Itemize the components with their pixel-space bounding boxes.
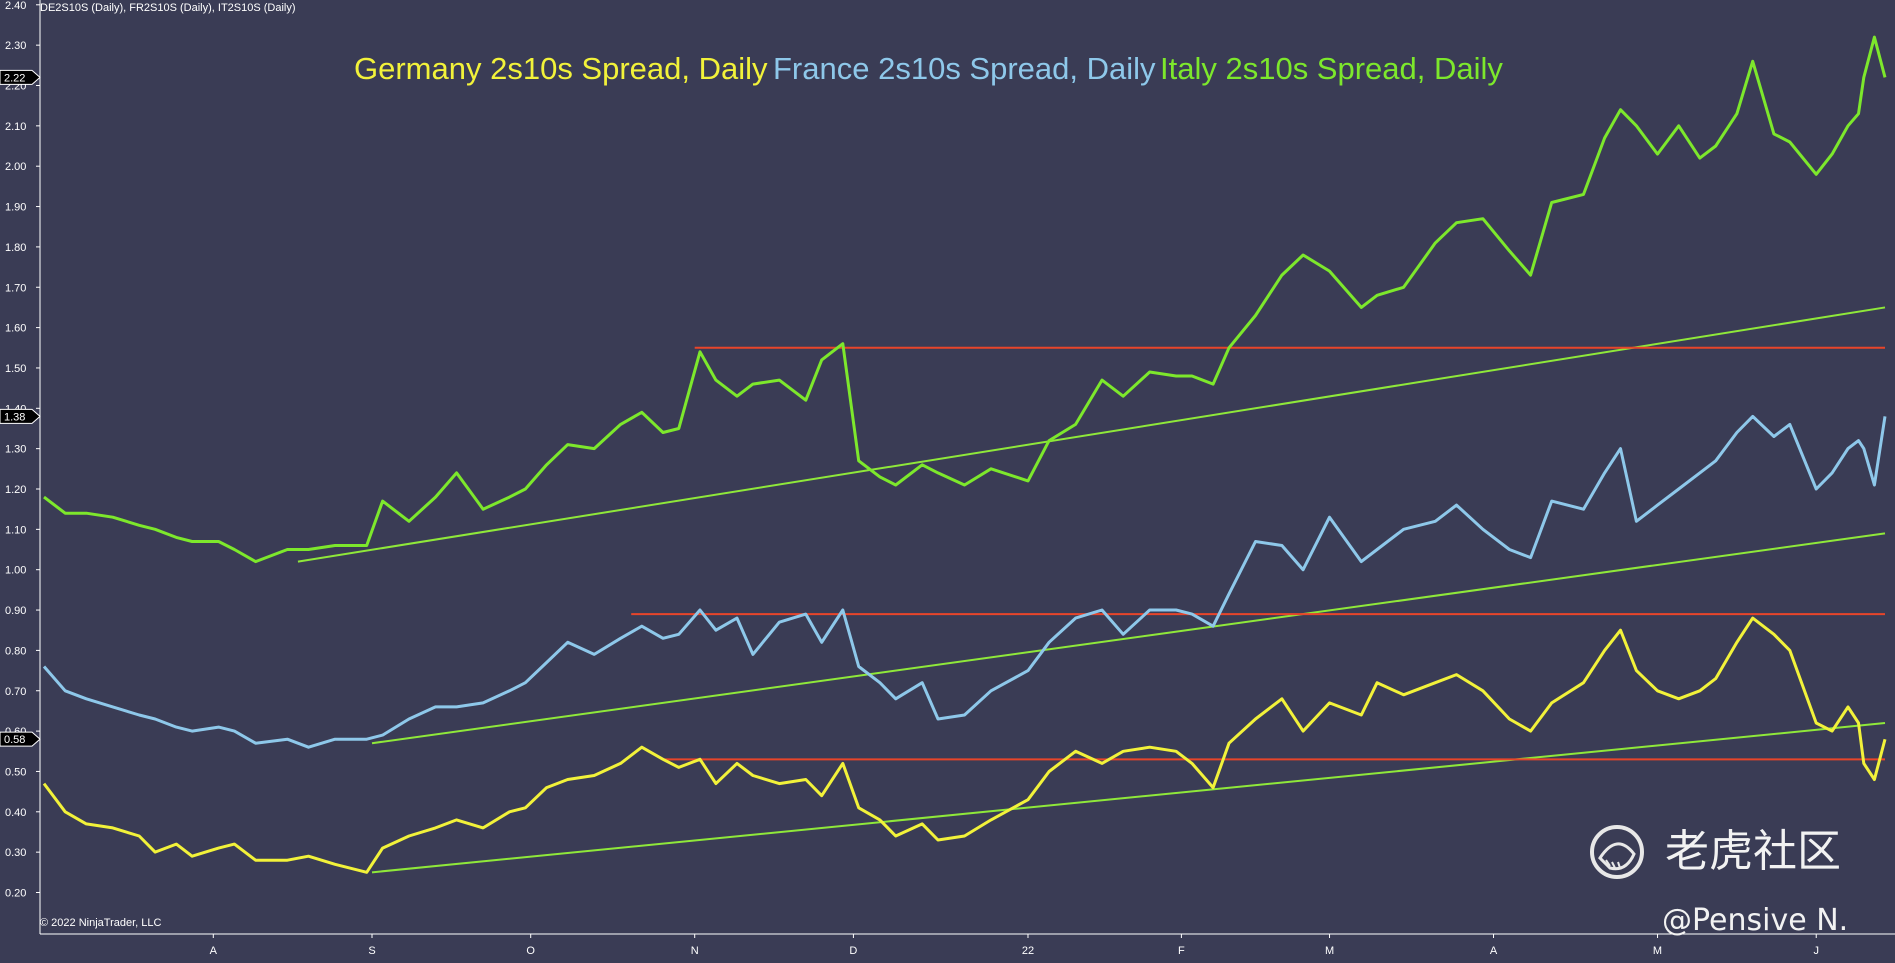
x-axis: A S O N D 22 F M A M J [210,934,1819,957]
y-tick-label: 0.80 [5,645,26,657]
x-tick-label: A [210,945,218,957]
series-line-germany [42,616,1887,874]
y-tick-label: 0.50 [5,766,26,778]
y-tick-label: 0.90 [5,605,26,617]
legend-italy: Italy 2s10s Spread, Daily [1160,51,1503,86]
watermark: 老虎社区 @Pensive N. [1590,825,1848,938]
y-tick-label: 1.30 [5,444,26,456]
last-value-markers: 2.22 1.38 0.58 [0,69,41,747]
legend-germany: Germany 2s10s Spread, Daily [354,51,768,86]
x-tick-label: O [526,945,535,957]
y-tick-label: 0.40 [5,807,26,819]
y-tick-label: 1.10 [5,524,26,536]
watermark-author: @Pensive N. [1662,903,1848,938]
last-value-marker [0,69,41,85]
y-tick-label: 0.70 [5,686,26,698]
last-value-label: 2.22 [4,72,25,84]
y-tick-label: 1.00 [5,565,26,577]
y-tick-label: 2.40 [5,0,26,12]
y-tick-label: 0.20 [5,888,26,900]
y-tick-label: 1.60 [5,323,26,335]
y-tick-label: 0.30 [5,847,26,859]
trendline [371,532,1886,745]
series-line-italy [43,35,1887,564]
legend-france: France 2s10s Spread, Daily [773,51,1156,86]
y-tick-label: 2.00 [5,161,26,173]
x-tick-label: A [1490,945,1498,957]
plot-frame [39,0,1895,935]
x-tick-label: M [1653,945,1662,957]
y-tick-label: 1.80 [5,242,26,254]
chart-header: DE2S10S (Daily), FR2S10S (Daily), IT2S10… [40,2,296,14]
copyright-text: © 2022 NinjaTrader, LLC [40,917,161,929]
y-tick-label: 2.30 [5,40,26,52]
x-tick-label: F [1178,945,1185,957]
x-tick-label: 22 [1022,945,1034,957]
x-tick-label: J [1813,945,1819,957]
last-value-label: 0.58 [4,734,25,746]
annotation-lines [297,306,1886,874]
legend: Germany 2s10s Spread, Daily France 2s10s… [354,51,1503,86]
trendline [297,306,1886,563]
y-tick-label: 1.20 [5,484,26,496]
watermark-brand: 老虎社区 [1665,826,1841,877]
series-line-france [42,414,1887,749]
trendline [371,722,1886,874]
last-value-marker [0,731,41,747]
y-tick-label: 1.70 [5,282,26,294]
x-tick-label: S [368,945,375,957]
x-tick-label: N [691,945,699,957]
y-tick-label: 1.90 [5,202,26,214]
y-tick-label: 2.10 [5,121,26,133]
series-lines [42,35,1887,874]
last-value-label: 1.38 [4,411,25,423]
last-value-marker [0,408,41,424]
tiger-logo-icon [1590,825,1644,879]
x-tick-label: M [1325,945,1334,957]
y-tick-label: 1.50 [5,363,26,375]
x-tick-label: D [849,945,857,957]
